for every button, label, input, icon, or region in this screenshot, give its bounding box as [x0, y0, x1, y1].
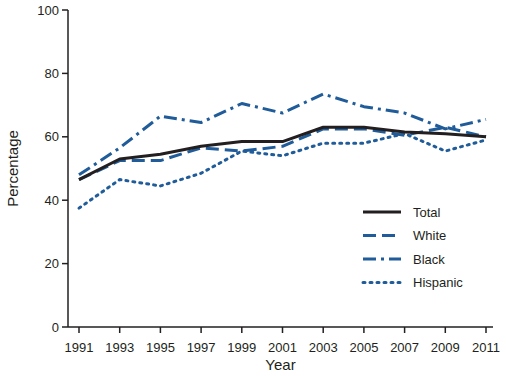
x-tick-label: 2001: [268, 340, 297, 355]
x-tick-label: 1993: [105, 340, 134, 355]
x-tick: [404, 327, 406, 333]
y-axis-title: Percentage: [4, 130, 21, 207]
x-tick-label: 1999: [227, 340, 256, 355]
legend-label: Hispanic: [413, 275, 463, 290]
legend-swatch: [363, 211, 401, 214]
legend-label: Total: [413, 205, 441, 220]
x-tick: [282, 327, 284, 333]
legend-label: Black: [413, 252, 445, 267]
y-tick-label: 0: [52, 320, 59, 335]
y-tick-label: 40: [45, 193, 59, 208]
legend: Total White Black Hispanic: [363, 205, 463, 291]
x-tick-label: 2011: [472, 340, 500, 355]
series-line: [79, 127, 486, 179]
legend-swatch: [363, 281, 401, 284]
x-axis-title: Year: [265, 356, 295, 373]
y-tick: [62, 9, 68, 11]
y-tick: [62, 263, 68, 265]
chart: 0 20 40 60 80 100 1991 1993 1995 1997 1999 2001 2003…: [0, 0, 506, 376]
x-tick: [485, 327, 487, 333]
y-axis: [67, 10, 69, 327]
y-tick-label: 20: [45, 256, 59, 271]
x-tick: [119, 327, 121, 333]
x-tick-label: 2009: [431, 340, 460, 355]
series-line: [79, 134, 486, 208]
y-tick: [62, 199, 68, 201]
x-tick: [160, 327, 162, 333]
legend-swatch: [363, 234, 401, 237]
x-tick-label: 1995: [146, 340, 175, 355]
x-tick-label: 1991: [65, 340, 94, 355]
y-tick: [62, 326, 68, 328]
x-axis: [68, 326, 493, 328]
series-line: [79, 127, 486, 179]
x-tick: [78, 327, 80, 333]
x-tick: [241, 327, 243, 333]
x-tick: [200, 327, 202, 333]
x-tick-label: 2005: [349, 340, 378, 355]
x-tick: [363, 327, 365, 333]
plot-area: [79, 94, 486, 208]
y-tick-label: 100: [37, 3, 59, 18]
x-tick: [322, 327, 324, 333]
series-line: [79, 94, 486, 175]
x-tick-label: 2003: [309, 340, 338, 355]
y-tick-label: 60: [45, 129, 59, 144]
y-tick: [62, 136, 68, 138]
x-tick-label: 2007: [390, 340, 419, 355]
y-tick: [62, 73, 68, 75]
x-tick: [445, 327, 447, 333]
x-tick-label: 1997: [187, 340, 216, 355]
y-tick-label: 80: [45, 66, 59, 81]
legend-label: White: [413, 228, 446, 243]
legend-swatch: [363, 258, 401, 261]
